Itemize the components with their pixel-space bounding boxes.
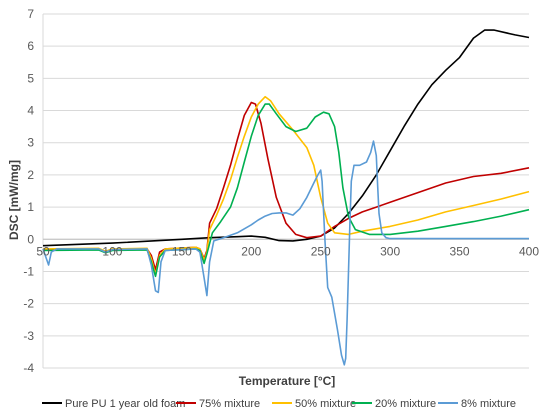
y-tick-label-9: 5 — [27, 71, 34, 85]
y-tick-label-2: -2 — [23, 297, 34, 311]
y-tick-labels: -4 -3 -2 -1 0 1 2 3 4 5 6 7 — [23, 7, 34, 375]
x-tick-label-6: 350 — [450, 244, 470, 258]
legend-label-3: 20% mixture — [375, 398, 436, 410]
legend-label-1: 75% mixture — [199, 398, 260, 410]
y-tick-label-3: -1 — [23, 264, 34, 278]
y-tick-label-7: 3 — [27, 136, 34, 150]
legend: Pure PU 1 year old foam 75% mixture 50% mi… — [42, 398, 516, 410]
x-tick-labels: 50 100 150 200 250 300 350 400 — [36, 244, 539, 258]
y-tick-label-11: 7 — [27, 7, 34, 21]
x-tick-label-7: 400 — [519, 244, 539, 258]
x-tick-label-4: 250 — [311, 244, 331, 258]
y-tick-label-0: -4 — [23, 361, 34, 375]
series-line-0 — [42, 29, 530, 247]
x-tick-label-1: 100 — [102, 244, 122, 258]
legend-label-0: Pure PU 1 year old foam — [65, 398, 185, 410]
x-axis-title: Temperature [°C] — [239, 374, 336, 388]
x-tick-label-2: 150 — [172, 244, 192, 258]
y-tick-label-1: -3 — [23, 329, 34, 343]
y-tick-label-4: 0 — [27, 232, 34, 246]
y-tick-label-5: 1 — [27, 200, 34, 214]
series-line-4 — [42, 140, 529, 366]
legend-label-2: 50% mixture — [295, 398, 356, 410]
y-tick-label-6: 2 — [27, 168, 34, 182]
y-tick-label-10: 6 — [27, 39, 34, 53]
series-line-3 — [42, 103, 530, 278]
series-layer — [42, 29, 530, 366]
y-axis-title: DSC [mW/mg] — [7, 160, 21, 240]
grid-lines — [42, 13, 529, 369]
y-tick-label-8: 4 — [27, 104, 34, 118]
x-tick-label-5: 300 — [380, 244, 400, 258]
x-tick-label-3: 200 — [241, 244, 261, 258]
x-tick-label-0: 50 — [36, 244, 50, 258]
legend-label-4: 8% mixture — [461, 398, 516, 410]
